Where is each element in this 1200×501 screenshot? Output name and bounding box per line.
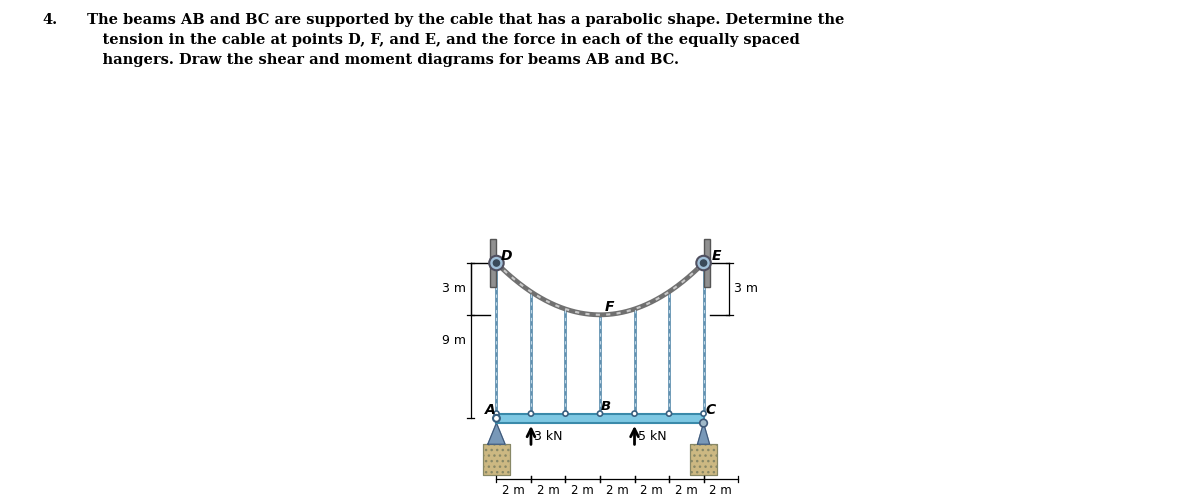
Text: C: C: [706, 403, 715, 417]
Circle shape: [490, 256, 504, 270]
Circle shape: [632, 411, 637, 416]
Text: 2 m: 2 m: [606, 484, 629, 497]
Circle shape: [528, 411, 534, 416]
Text: 3 m: 3 m: [443, 283, 467, 296]
Text: D: D: [500, 249, 512, 264]
Circle shape: [563, 411, 568, 416]
Text: 2 m: 2 m: [709, 484, 732, 497]
Polygon shape: [690, 444, 718, 475]
Bar: [703, 239, 710, 287]
Text: 9 m: 9 m: [443, 334, 467, 347]
Circle shape: [494, 411, 499, 416]
Text: A: A: [485, 403, 496, 417]
Text: 4.: 4.: [42, 13, 58, 27]
Polygon shape: [482, 444, 510, 475]
Circle shape: [696, 256, 710, 270]
Polygon shape: [488, 423, 505, 444]
Circle shape: [701, 411, 706, 416]
Bar: [490, 239, 497, 287]
Text: E: E: [712, 249, 721, 264]
Bar: [497, 414, 703, 423]
Circle shape: [701, 260, 707, 266]
Text: 2 m: 2 m: [674, 484, 697, 497]
Circle shape: [666, 411, 672, 416]
Text: 2 m: 2 m: [536, 484, 559, 497]
Text: F: F: [605, 300, 614, 314]
Text: 2 m: 2 m: [571, 484, 594, 497]
Text: 3 kN: 3 kN: [534, 430, 563, 443]
Circle shape: [598, 411, 602, 416]
Circle shape: [493, 415, 500, 422]
Text: B: B: [601, 400, 611, 413]
Text: The beams AB and BC are supported by the cable that has a parabolic shape. Deter: The beams AB and BC are supported by the…: [82, 13, 844, 67]
Text: 5 kN: 5 kN: [637, 430, 666, 443]
Polygon shape: [697, 423, 709, 444]
Circle shape: [700, 419, 707, 427]
Text: 2 m: 2 m: [641, 484, 664, 497]
Text: 2 m: 2 m: [503, 484, 526, 497]
Text: 3 m: 3 m: [733, 283, 757, 296]
Circle shape: [493, 260, 499, 266]
